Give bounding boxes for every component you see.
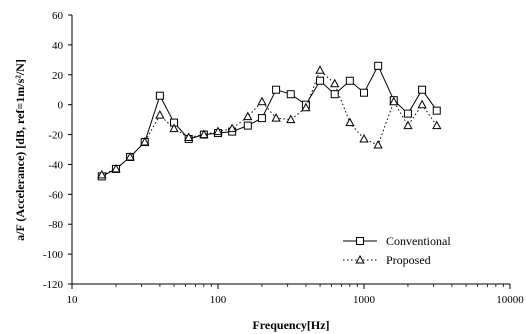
- data-point-conventional: [257, 114, 266, 123]
- y-tick-label: -80: [48, 219, 63, 231]
- x-axis-title: Frequency[Hz]: [252, 318, 329, 332]
- data-point-proposed: [155, 110, 165, 119]
- data-point-proposed: [286, 114, 296, 124]
- data-point-proposed: [373, 139, 383, 149]
- legend-marker-proposed: [355, 254, 365, 264]
- series-line-proposed: [101, 69, 438, 176]
- data-point-proposed: [184, 132, 194, 141]
- data-point-proposed: [315, 65, 325, 74]
- legend-label-conventional: Conventional: [386, 234, 451, 248]
- data-point-conventional: [286, 90, 295, 99]
- data-point-conventional: [360, 88, 368, 97]
- x-tick-label: 10000: [496, 294, 524, 306]
- data-point-conventional: [316, 76, 325, 85]
- x-tick-label: 10: [67, 294, 79, 306]
- data-point-conventional: [403, 109, 412, 118]
- data-point-conventional: [418, 85, 427, 94]
- y-axis-title: a/F (Accelerance) [dB, ref=1m/s²/N]: [13, 59, 27, 241]
- data-point-proposed: [140, 136, 150, 146]
- series-line-conventional: [101, 64, 438, 177]
- y-tick-label: -100: [43, 249, 64, 261]
- legend-label-proposed: Proposed: [386, 253, 431, 267]
- y-tick-label: 60: [52, 10, 64, 22]
- y-tick-label: -20: [48, 130, 63, 142]
- data-point-proposed: [359, 133, 369, 143]
- x-ticks: 10 100 1000 10000: [67, 284, 524, 306]
- x-tick-label: 1000: [353, 294, 376, 306]
- series-layer: [97, 61, 442, 181]
- y-tick-label: 0: [58, 100, 64, 112]
- data-point-proposed: [227, 123, 237, 133]
- y-tick-label: -120: [43, 279, 64, 291]
- data-point-proposed: [389, 96, 399, 106]
- data-point-proposed: [403, 120, 413, 130]
- y-tick-label: -60: [48, 189, 63, 201]
- data-point-conventional: [330, 90, 339, 99]
- data-point-proposed: [257, 96, 267, 106]
- data-point-proposed: [169, 123, 179, 133]
- data-point-proposed: [271, 113, 281, 122]
- y-tick-label: 20: [52, 70, 64, 82]
- axes: [71, 15, 510, 285]
- data-point-proposed: [432, 120, 442, 130]
- x-tick-label: 100: [210, 294, 227, 306]
- data-point-proposed: [213, 126, 223, 136]
- data-point-proposed: [199, 129, 209, 139]
- data-point-proposed: [243, 111, 253, 121]
- data-point-conventional: [272, 85, 281, 94]
- data-point-proposed: [417, 99, 427, 109]
- data-point-conventional: [374, 61, 383, 70]
- data-point-proposed: [125, 151, 135, 161]
- y-ticks: -120 -100 -80 -60 -40 -20 0 20 40 60: [43, 10, 72, 291]
- y-tick-label: 40: [52, 40, 64, 52]
- legend-marker-conventional: [356, 237, 364, 245]
- data-point-conventional: [345, 76, 354, 85]
- legend: Conventional Proposed: [343, 234, 451, 267]
- data-point-proposed: [97, 169, 107, 179]
- data-point-conventional: [432, 106, 441, 115]
- data-point-proposed: [111, 163, 121, 173]
- data-point-proposed: [345, 117, 355, 127]
- data-point-proposed: [330, 78, 340, 88]
- y-tick-label: -40: [48, 159, 63, 171]
- data-point-conventional: [243, 121, 252, 130]
- data-point-proposed: [301, 102, 311, 112]
- data-point-conventional: [155, 91, 164, 100]
